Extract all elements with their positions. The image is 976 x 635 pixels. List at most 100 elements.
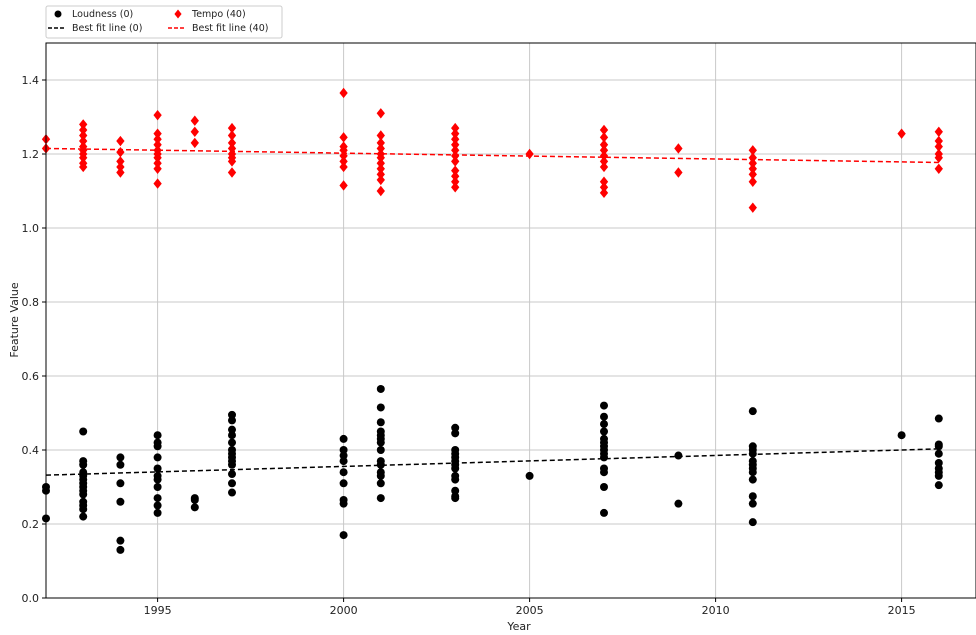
loudness-point [228, 479, 236, 488]
loudness-point [748, 407, 757, 416]
tempo-point [376, 169, 385, 180]
x-tick-label: 2005 [516, 604, 544, 617]
tempo-point [79, 152, 88, 163]
y-tick-label: 0.0 [22, 592, 40, 605]
loudness-point [79, 460, 88, 469]
tempo-point [376, 158, 385, 169]
tempo-point [339, 132, 348, 143]
tempo-point [599, 156, 609, 167]
loudness-point [376, 446, 385, 454]
loudness-point [600, 427, 608, 436]
tempo-point [190, 137, 199, 149]
best-fit-line-tempo [45, 147, 939, 164]
tempo-point [748, 169, 757, 180]
tempo-point [599, 182, 609, 193]
loudness-point [339, 457, 348, 466]
tempo-point [599, 187, 609, 199]
data-points [41, 87, 943, 554]
tempo-point [451, 128, 460, 139]
loudness-point [934, 442, 943, 451]
loudness-point [376, 418, 385, 427]
tempo-point [674, 167, 683, 178]
tempo-point [79, 135, 88, 147]
tempo-point [339, 180, 348, 191]
loudness-point [153, 508, 162, 517]
tempo-point [190, 126, 199, 137]
tempo-point [934, 135, 943, 147]
loudness-point [748, 468, 757, 477]
loudness-point [897, 431, 906, 440]
loudness-point [600, 420, 608, 429]
loudness-point [116, 497, 125, 506]
tempo-point [153, 139, 162, 150]
tempo-point [376, 143, 385, 154]
y-tick-label: 0.4 [22, 444, 40, 457]
loudness-point [600, 468, 608, 477]
tempo-point [79, 119, 88, 130]
best-fit-lines [45, 147, 939, 476]
y-tick-label: 1.2 [22, 148, 40, 161]
tempo-point [339, 156, 348, 167]
loudness-point [934, 449, 943, 458]
loudness-point [600, 412, 608, 421]
loudness-point [79, 505, 88, 514]
loudness-point [190, 495, 199, 504]
loudness-point [748, 499, 757, 508]
tempo-point [599, 150, 609, 162]
y-tick-label: 0.2 [22, 518, 40, 531]
loudness-point [934, 458, 943, 467]
tempo-point [748, 176, 757, 187]
tempo-point [934, 141, 943, 152]
loudness-point [153, 475, 162, 484]
loudness-point [339, 451, 348, 460]
loudness-point [228, 425, 236, 434]
loudness-point [190, 503, 199, 512]
loudness-point [339, 468, 348, 477]
tempo-point [227, 130, 237, 141]
loudness-point [228, 410, 236, 419]
tempo-point [674, 143, 683, 154]
loudness-point [451, 423, 460, 432]
tempo-point [748, 145, 757, 156]
legend: Loudness (0) Tempo (40) Best fit line (0) B… [45, 5, 283, 39]
legend-marker-diamond [174, 9, 182, 19]
tempo-point [451, 182, 460, 193]
tempo-point [339, 87, 348, 99]
tempo-point [376, 130, 385, 141]
tempo-point [376, 174, 385, 186]
loudness-point [376, 460, 385, 469]
tempo-point [227, 122, 237, 134]
tempo-point [376, 137, 385, 149]
tempo-point [451, 134, 460, 145]
loudness-point [339, 446, 348, 454]
loudness-point [228, 416, 236, 425]
loudness-point [451, 429, 460, 438]
tempo-point [376, 185, 385, 197]
tempo-point [153, 128, 162, 139]
loudness-point [153, 464, 162, 473]
tempo-point [748, 152, 757, 163]
loudness-point [600, 483, 608, 491]
loudness-point [228, 488, 236, 497]
loudness-point [376, 438, 385, 447]
tempo-point [934, 152, 943, 163]
legend-marker-circle [54, 10, 62, 18]
loudness-point [228, 431, 236, 440]
tempo-point [934, 126, 943, 137]
y-tick-label: 1.0 [22, 222, 40, 235]
tempo-point [153, 109, 162, 121]
x-axis-ticks: 1995 2000 2005 2010 2015 [144, 598, 916, 617]
loudness-point [451, 486, 460, 495]
legend-label: Best fit line (40) [192, 23, 268, 34]
tempo-point [748, 163, 757, 174]
tempo-point [227, 137, 237, 149]
tempo-point [451, 139, 460, 150]
loudness-point [376, 403, 385, 412]
tempo-point [376, 152, 385, 163]
tempo-point [451, 176, 460, 187]
y-tick-label: 1.4 [22, 74, 40, 87]
loudness-point [674, 451, 683, 460]
tempo-point [525, 148, 534, 160]
loudness-point [376, 384, 385, 393]
